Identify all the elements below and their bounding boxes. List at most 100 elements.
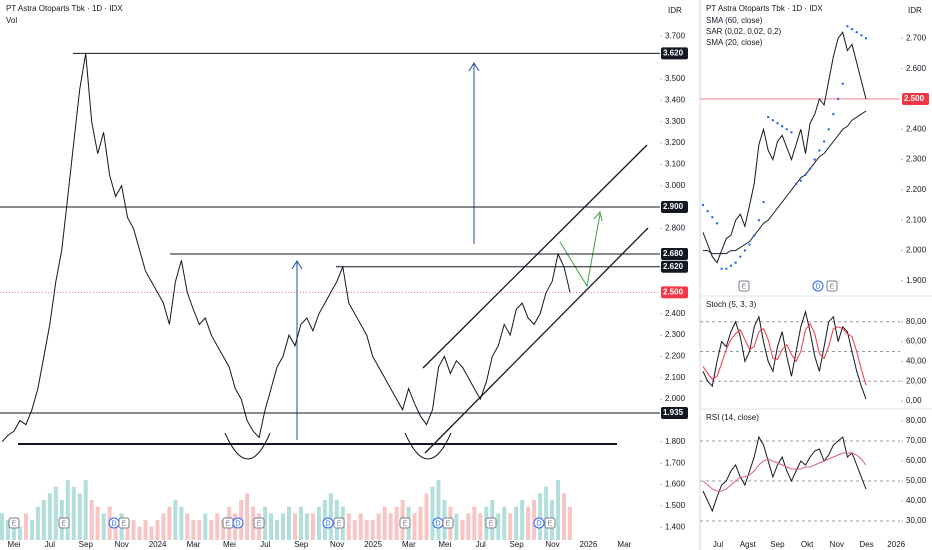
sar-dot <box>743 249 747 252</box>
volume-bar <box>23 513 28 540</box>
volume-bar <box>53 486 58 540</box>
axis-unit: IDR <box>668 6 682 15</box>
level-label: 2.900 <box>663 202 684 211</box>
volume-bar <box>454 513 459 540</box>
sar-dot <box>706 209 709 213</box>
price-tag <box>902 92 929 105</box>
x-tick-label: Mar <box>402 540 416 549</box>
y-tick-label: 2.300 <box>906 155 927 164</box>
volume-bar <box>412 513 417 540</box>
x-tick-label: 2024 <box>149 540 167 549</box>
last-price-label: 2.500 <box>904 94 925 103</box>
event-badge <box>118 517 130 529</box>
volume-bar <box>221 520 226 540</box>
y-tick-label: 1.500 <box>665 501 686 510</box>
projection-path <box>559 213 601 288</box>
x-tick-label: Des <box>859 540 873 549</box>
volume-bar <box>562 493 567 540</box>
event-label: E <box>122 520 127 527</box>
sar-dot <box>822 140 826 143</box>
volume-bar <box>131 520 136 540</box>
volume-bar <box>538 493 543 540</box>
bottom-arc <box>404 432 452 460</box>
y-tick-label: 2.600 <box>906 64 927 73</box>
volume-bar <box>281 513 286 540</box>
y-tick-label: 3.300 <box>665 117 686 126</box>
axis-unit: IDR <box>908 6 922 15</box>
volume-bar <box>275 520 280 540</box>
sar-dot <box>771 118 775 122</box>
sar-dot <box>808 167 812 170</box>
sma-line <box>703 110 867 255</box>
volume-bar <box>125 520 130 540</box>
event-badge <box>58 517 70 529</box>
event-badge <box>253 517 265 529</box>
sar-dot <box>753 234 756 237</box>
y-tick-label: 2.700 <box>906 33 927 42</box>
x-tick-label: 2026 <box>887 540 905 549</box>
event-label: D <box>325 520 330 527</box>
event-label: D <box>111 520 116 527</box>
volume-bar <box>382 506 387 540</box>
price-tag <box>661 286 688 299</box>
symbol-title: PT Astra Otoparts Tbk · 1D · IDX <box>6 4 123 13</box>
volume-bar <box>292 513 297 540</box>
x-tick-label: Mar <box>617 540 631 549</box>
sar-dot <box>711 216 714 219</box>
volume-bar <box>95 506 100 540</box>
sar-dot <box>790 131 793 134</box>
channel-line <box>424 227 649 454</box>
volume-bar <box>137 526 142 540</box>
y-tick-label: 70,00 <box>906 436 927 445</box>
event-label: E <box>257 520 262 527</box>
volume-bar <box>197 520 202 540</box>
sar-dot <box>729 264 733 267</box>
price-tag <box>661 407 688 420</box>
y-tick-label: 2.200 <box>906 185 927 194</box>
y-tick-label: 0,00 <box>906 396 922 405</box>
x-tick-label: Jul <box>260 540 270 549</box>
volume-bar <box>29 520 34 540</box>
volume-bar <box>502 506 507 540</box>
sar-dot <box>720 267 723 270</box>
event-badge <box>826 280 838 292</box>
volume-bar <box>101 513 106 540</box>
price-tag <box>661 201 688 214</box>
x-tick-label: Agst <box>740 540 757 549</box>
x-tick-label: Jul <box>476 540 486 549</box>
volume-bar <box>346 513 351 540</box>
volume-bar <box>424 493 429 540</box>
indicator-title: Stoch (5, 3, 3) <box>706 300 757 309</box>
volume-bar <box>460 520 465 540</box>
x-tick-label: Mar <box>187 540 201 549</box>
sar-dot <box>799 179 802 183</box>
volume-bar <box>149 526 154 540</box>
y-tick-label: 1.400 <box>665 522 686 531</box>
volume-bar <box>191 520 196 540</box>
x-tick-label: Jul <box>713 540 723 549</box>
event-badge <box>544 517 556 529</box>
y-tick-label: 80,00 <box>906 317 927 326</box>
x-tick-label: Mei <box>438 540 451 549</box>
y-tick-label: 30,00 <box>906 516 927 525</box>
x-tick-label: Okt <box>801 540 814 549</box>
volume-bar <box>203 513 208 540</box>
x-tick-label: Mei <box>8 540 21 549</box>
event-label: E <box>446 520 451 527</box>
sar-dot <box>864 37 868 40</box>
volume-bar <box>496 513 501 540</box>
volume-bar <box>430 486 435 540</box>
y-tick-label: 20,00 <box>906 376 927 385</box>
sar-dot <box>813 158 816 161</box>
y-tick-label: 2.100 <box>665 373 686 382</box>
y-tick-label: 2.100 <box>906 215 927 224</box>
volume-bar <box>286 506 291 540</box>
volume-bar <box>173 500 178 540</box>
indicator-title: RSI (14, close) <box>706 413 759 422</box>
x-tick-label: Mei <box>223 540 236 549</box>
volume-bar <box>310 513 315 540</box>
x-tick-label: Nov <box>330 540 344 549</box>
event-label: E <box>12 520 17 527</box>
volume-bar <box>143 520 148 540</box>
